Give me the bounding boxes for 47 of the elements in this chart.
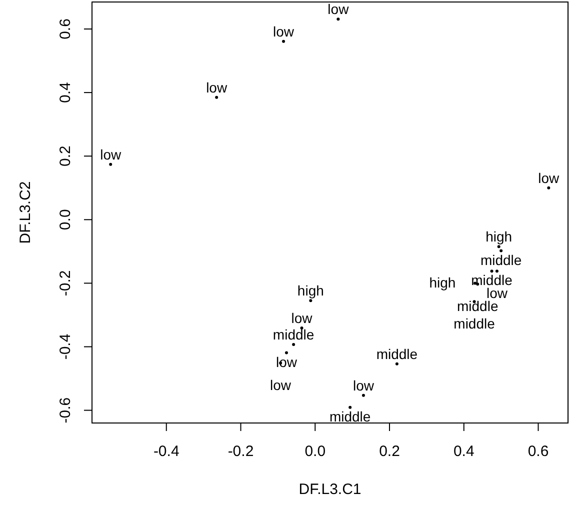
y-tick-label: 0.4	[57, 82, 74, 103]
point	[490, 270, 494, 273]
y-tick-label: 0.0	[57, 209, 74, 230]
x-tick-label: 0.0	[304, 443, 326, 460]
x-axis-title: DF.L3.C1	[298, 481, 362, 498]
y-tick-label: 0.6	[57, 18, 74, 40]
point	[292, 343, 296, 346]
data-label: low	[276, 354, 298, 370]
y-tick-label: -0.4	[57, 334, 74, 360]
point	[497, 245, 500, 248]
point	[215, 96, 218, 99]
data-label: low	[352, 377, 375, 394]
point	[362, 394, 365, 397]
point	[336, 18, 340, 21]
point	[495, 270, 498, 273]
y-tick-label: -0.2	[57, 270, 74, 296]
data-label: low	[328, 1, 350, 18]
data-label: high	[297, 282, 324, 299]
data-label: high	[429, 274, 456, 291]
data-label: low	[100, 146, 122, 162]
x-tick-label: 0.2	[379, 443, 400, 460]
point	[282, 40, 286, 43]
point	[500, 249, 503, 252]
data-label: middle	[480, 252, 522, 268]
data-label: high	[486, 228, 512, 245]
point	[395, 362, 398, 366]
x-tick-label: -0.4	[153, 443, 180, 460]
data-label: middle	[376, 346, 418, 362]
point	[109, 162, 112, 166]
point	[348, 406, 352, 409]
point	[309, 299, 312, 302]
data-label: middle	[272, 326, 314, 343]
data-label: low	[273, 23, 295, 40]
data-label: middle	[329, 408, 371, 424]
x-tick-label: -0.2	[228, 443, 254, 460]
data-label: middle	[454, 316, 496, 332]
data-label: low	[270, 376, 292, 393]
point	[284, 351, 288, 354]
x-tick-label: 0.6	[528, 443, 549, 460]
y-axis-title: DF.L3.C2	[17, 181, 34, 244]
x-tick-label: 0.4	[453, 443, 474, 460]
y-tick-label: 0.2	[57, 146, 74, 167]
data-label: low	[206, 79, 228, 96]
data-label: low	[291, 310, 314, 326]
data-label: low	[538, 170, 560, 186]
point	[547, 186, 550, 190]
y-tick-label: -0.6	[57, 397, 74, 424]
